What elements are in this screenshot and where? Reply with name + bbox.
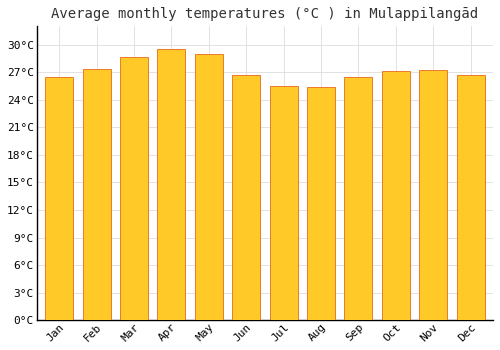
Bar bbox=[344, 77, 372, 320]
Bar bbox=[195, 54, 223, 320]
Bar bbox=[456, 75, 484, 320]
Title: Average monthly temperatures (°C ) in Mulappilangād: Average monthly temperatures (°C ) in Mu… bbox=[52, 7, 478, 21]
Bar bbox=[120, 57, 148, 320]
Bar bbox=[82, 69, 110, 320]
Bar bbox=[270, 86, 297, 320]
Bar bbox=[232, 75, 260, 320]
Bar bbox=[45, 77, 73, 320]
Bar bbox=[158, 49, 186, 320]
Bar bbox=[307, 87, 335, 320]
Bar bbox=[382, 71, 410, 320]
Bar bbox=[419, 70, 447, 320]
